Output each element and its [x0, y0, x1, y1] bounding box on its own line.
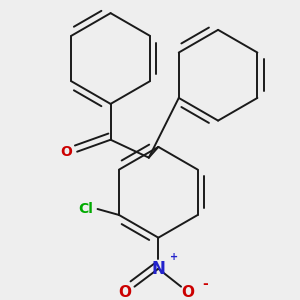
Text: N: N	[152, 260, 165, 278]
Text: -: -	[202, 277, 208, 291]
Text: Cl: Cl	[78, 202, 93, 216]
Text: O: O	[118, 285, 131, 300]
Text: O: O	[61, 145, 72, 159]
Text: O: O	[182, 285, 195, 300]
Text: +: +	[170, 252, 178, 262]
